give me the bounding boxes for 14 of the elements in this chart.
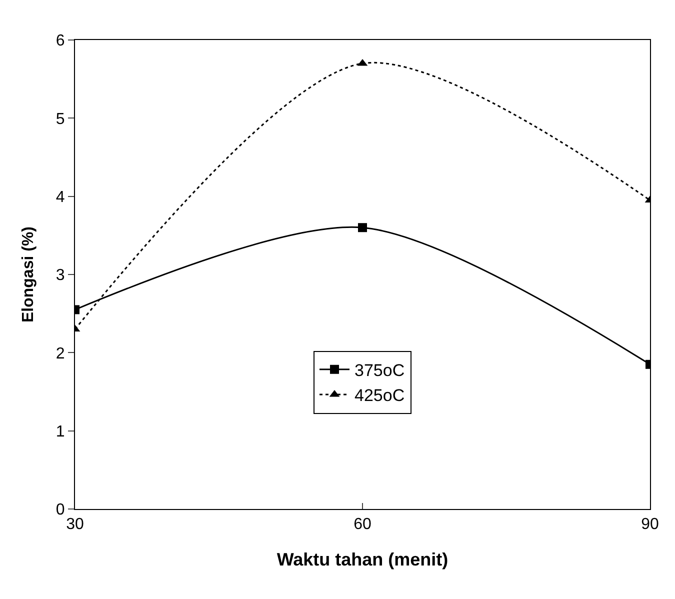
- x-axis-title: Waktu tahan (menit): [276, 549, 448, 570]
- y-tick-label: 0: [56, 502, 65, 519]
- x-tick-label: 90: [641, 516, 659, 534]
- y-tick-label: 1: [56, 423, 65, 440]
- y-tick-label: 6: [56, 32, 65, 50]
- y-tick-label: 5: [56, 110, 65, 128]
- y-tick-label: 2: [56, 345, 65, 362]
- y-tick-label: 3: [56, 267, 65, 284]
- x-tick-label: 30: [66, 516, 84, 534]
- legend-label: 375oC: [354, 361, 405, 380]
- y-tick-label: 4: [56, 188, 65, 206]
- x-tick-label: 60: [354, 516, 372, 534]
- legend-label: 425oC: [354, 386, 405, 406]
- y-axis-title: Elongasi (%): [20, 226, 37, 323]
